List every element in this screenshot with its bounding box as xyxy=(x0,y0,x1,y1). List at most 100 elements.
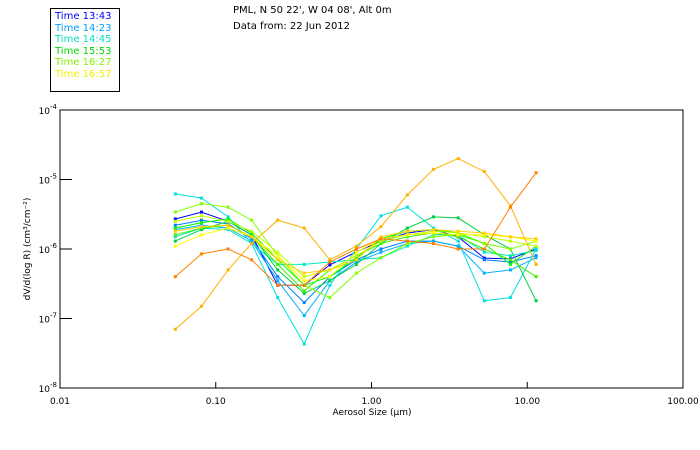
data-point xyxy=(328,258,332,262)
x-tick-label: 10.00 xyxy=(514,397,540,407)
data-point xyxy=(354,250,358,254)
data-point xyxy=(379,250,383,254)
legend-item: Time 13:43 xyxy=(55,11,112,22)
legend-item: Time 14:45 xyxy=(55,34,112,45)
data-point xyxy=(482,233,486,237)
data-point xyxy=(302,342,306,346)
data-point xyxy=(250,237,254,241)
data-point xyxy=(302,291,306,295)
data-point xyxy=(199,210,203,214)
data-point xyxy=(379,214,383,218)
legend-item: Time 16:27 xyxy=(55,57,112,68)
data-point xyxy=(405,205,409,209)
data-point xyxy=(354,262,358,266)
data-point xyxy=(354,254,358,258)
data-point xyxy=(302,226,306,230)
series-13 xyxy=(173,171,538,287)
data-point xyxy=(405,241,409,245)
data-point xyxy=(226,219,230,223)
data-point xyxy=(482,235,486,239)
y-tick-label: 10-8 xyxy=(39,381,57,395)
data-point xyxy=(405,235,409,239)
data-point xyxy=(226,223,230,227)
data-point xyxy=(508,258,512,262)
series-11 xyxy=(173,223,538,275)
data-point xyxy=(379,239,383,243)
data-point xyxy=(456,233,460,237)
y-tick-base: 10 xyxy=(39,316,51,326)
data-point xyxy=(199,221,203,225)
data-point xyxy=(379,256,383,260)
data-point xyxy=(250,258,254,262)
data-point xyxy=(482,170,486,174)
chart-title-date: Data from: 22 Jun 2012 xyxy=(233,21,351,32)
data-point xyxy=(534,299,538,303)
data-point xyxy=(534,256,538,260)
data-point xyxy=(534,239,538,243)
data-point xyxy=(431,239,435,243)
data-point xyxy=(250,233,254,237)
data-point xyxy=(250,231,254,235)
data-point xyxy=(173,228,177,232)
data-point xyxy=(328,268,332,272)
y-tick-label: 10-4 xyxy=(39,103,58,117)
x-tick-label: 0.10 xyxy=(206,397,226,407)
data-point xyxy=(431,233,435,237)
data-point xyxy=(354,247,358,251)
data-point xyxy=(482,258,486,262)
data-point xyxy=(456,157,460,161)
data-point xyxy=(199,214,203,218)
data-point xyxy=(328,260,332,264)
plot-frame xyxy=(59,109,684,389)
data-point xyxy=(226,247,230,251)
data-point xyxy=(226,217,230,221)
data-point xyxy=(302,275,306,279)
data-point xyxy=(534,171,538,175)
data-point xyxy=(379,247,383,251)
data-point xyxy=(276,254,280,258)
data-point xyxy=(534,244,538,248)
data-point xyxy=(354,271,358,275)
data-point xyxy=(508,247,512,251)
data-point xyxy=(276,258,280,262)
data-point xyxy=(173,217,177,221)
data-point xyxy=(173,275,177,279)
data-point xyxy=(405,226,409,230)
data-point xyxy=(250,218,254,222)
data-point xyxy=(456,216,460,220)
data-point xyxy=(508,268,512,272)
data-point xyxy=(328,279,332,283)
data-point xyxy=(405,233,409,237)
data-point xyxy=(431,229,435,233)
y-tick-label: 10-7 xyxy=(39,312,57,326)
data-point xyxy=(456,244,460,248)
x-tick-label: 1.00 xyxy=(361,397,381,407)
data-point xyxy=(508,235,512,239)
data-point xyxy=(482,256,486,260)
data-point xyxy=(173,210,177,214)
data-point xyxy=(276,250,280,254)
legend-item: Time 14:23 xyxy=(55,22,112,34)
legend-box: Time 13:43 Time 14:23 Time 14:45 Time 15:53… xyxy=(50,8,120,92)
data-point xyxy=(302,283,306,287)
data-point xyxy=(431,228,435,232)
data-point xyxy=(508,254,512,258)
y-tick-exponent: -5 xyxy=(50,173,57,181)
data-point xyxy=(482,241,486,245)
data-point xyxy=(302,289,306,293)
data-point xyxy=(328,296,332,300)
legend-item: Time 15:53 xyxy=(55,45,112,57)
data-point xyxy=(199,218,203,222)
data-point xyxy=(405,229,409,233)
data-point xyxy=(173,327,177,331)
data-point xyxy=(354,260,358,264)
data-point xyxy=(508,260,512,264)
x-tick-label: 100.00 xyxy=(667,397,699,407)
y-tick-base: 10 xyxy=(39,385,51,395)
data-point xyxy=(226,268,230,272)
data-point xyxy=(302,300,306,304)
data-point xyxy=(276,279,280,283)
data-point xyxy=(173,233,177,237)
data-point xyxy=(534,249,538,253)
